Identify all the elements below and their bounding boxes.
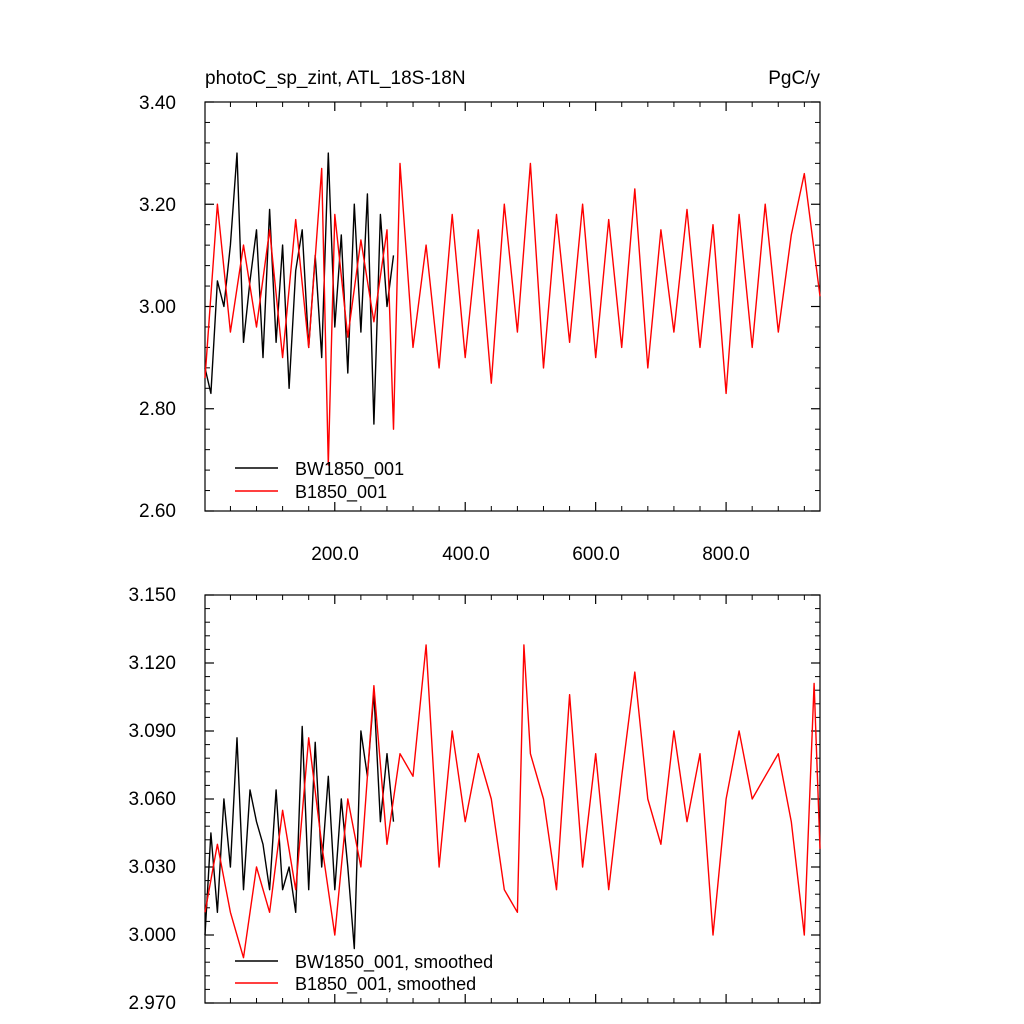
legend-label-b1850-smoothed: B1850_001, smoothed <box>295 974 476 995</box>
top-ytick-label: 3.00 <box>139 297 176 318</box>
bottom-series-line-bw1850 <box>204 691 395 950</box>
top-series-line-b1850 <box>204 162 821 466</box>
top-panel: photoC_sp_zint, ATL_18S-18N PgC/y 2.60 2… <box>139 68 821 565</box>
legend-label-bw1850: BW1850_001 <box>295 459 404 480</box>
top-title: photoC_sp_zint, ATL_18S-18N <box>205 68 466 89</box>
legend-label-bw1850-smoothed: BW1850_001, smoothed <box>295 952 493 973</box>
bottom-series-lines <box>204 644 821 959</box>
top-ytick-label: 2.80 <box>139 399 176 420</box>
bottom-panel: 2.970 3.000 3.030 3.060 3.090 3.120 3.15… <box>128 585 821 1014</box>
legend-label-b1850: B1850_001 <box>295 482 387 503</box>
top-axis-ticks <box>205 101 820 512</box>
bottom-ytick-label: 3.150 <box>128 585 176 606</box>
bottom-axis-ticks <box>205 594 820 1004</box>
top-xtick-label: 800.0 <box>702 544 750 565</box>
top-xtick-label: 200.0 <box>311 544 359 565</box>
bottom-series-line-b1850 <box>204 644 821 959</box>
top-legend: BW1850_001 B1850_001 <box>235 459 404 503</box>
top-xtick-label: 600.0 <box>572 544 620 565</box>
top-xtick-label: 400.0 <box>442 544 490 565</box>
top-plot-frame <box>204 101 821 512</box>
top-ytick-label: 3.40 <box>139 93 176 114</box>
bottom-ytick-label: 3.060 <box>128 789 176 810</box>
top-series-line-bw1850 <box>204 152 395 425</box>
bottom-ytick-label: 3.120 <box>128 653 176 674</box>
bottom-ytick-label: 3.030 <box>128 857 176 878</box>
bottom-ytick-label: 2.970 <box>128 993 176 1014</box>
top-ytick-label: 3.20 <box>139 195 176 216</box>
bottom-ytick-label: 3.090 <box>128 721 176 742</box>
top-ytick-label: 2.60 <box>139 501 176 522</box>
bottom-legend: BW1850_001, smoothed B1850_001, smoothed <box>235 952 493 995</box>
top-units: PgC/y <box>768 68 820 89</box>
top-series-lines <box>204 152 821 466</box>
bottom-plot-frame <box>204 594 821 1004</box>
bottom-ytick-label: 3.000 <box>128 925 176 946</box>
